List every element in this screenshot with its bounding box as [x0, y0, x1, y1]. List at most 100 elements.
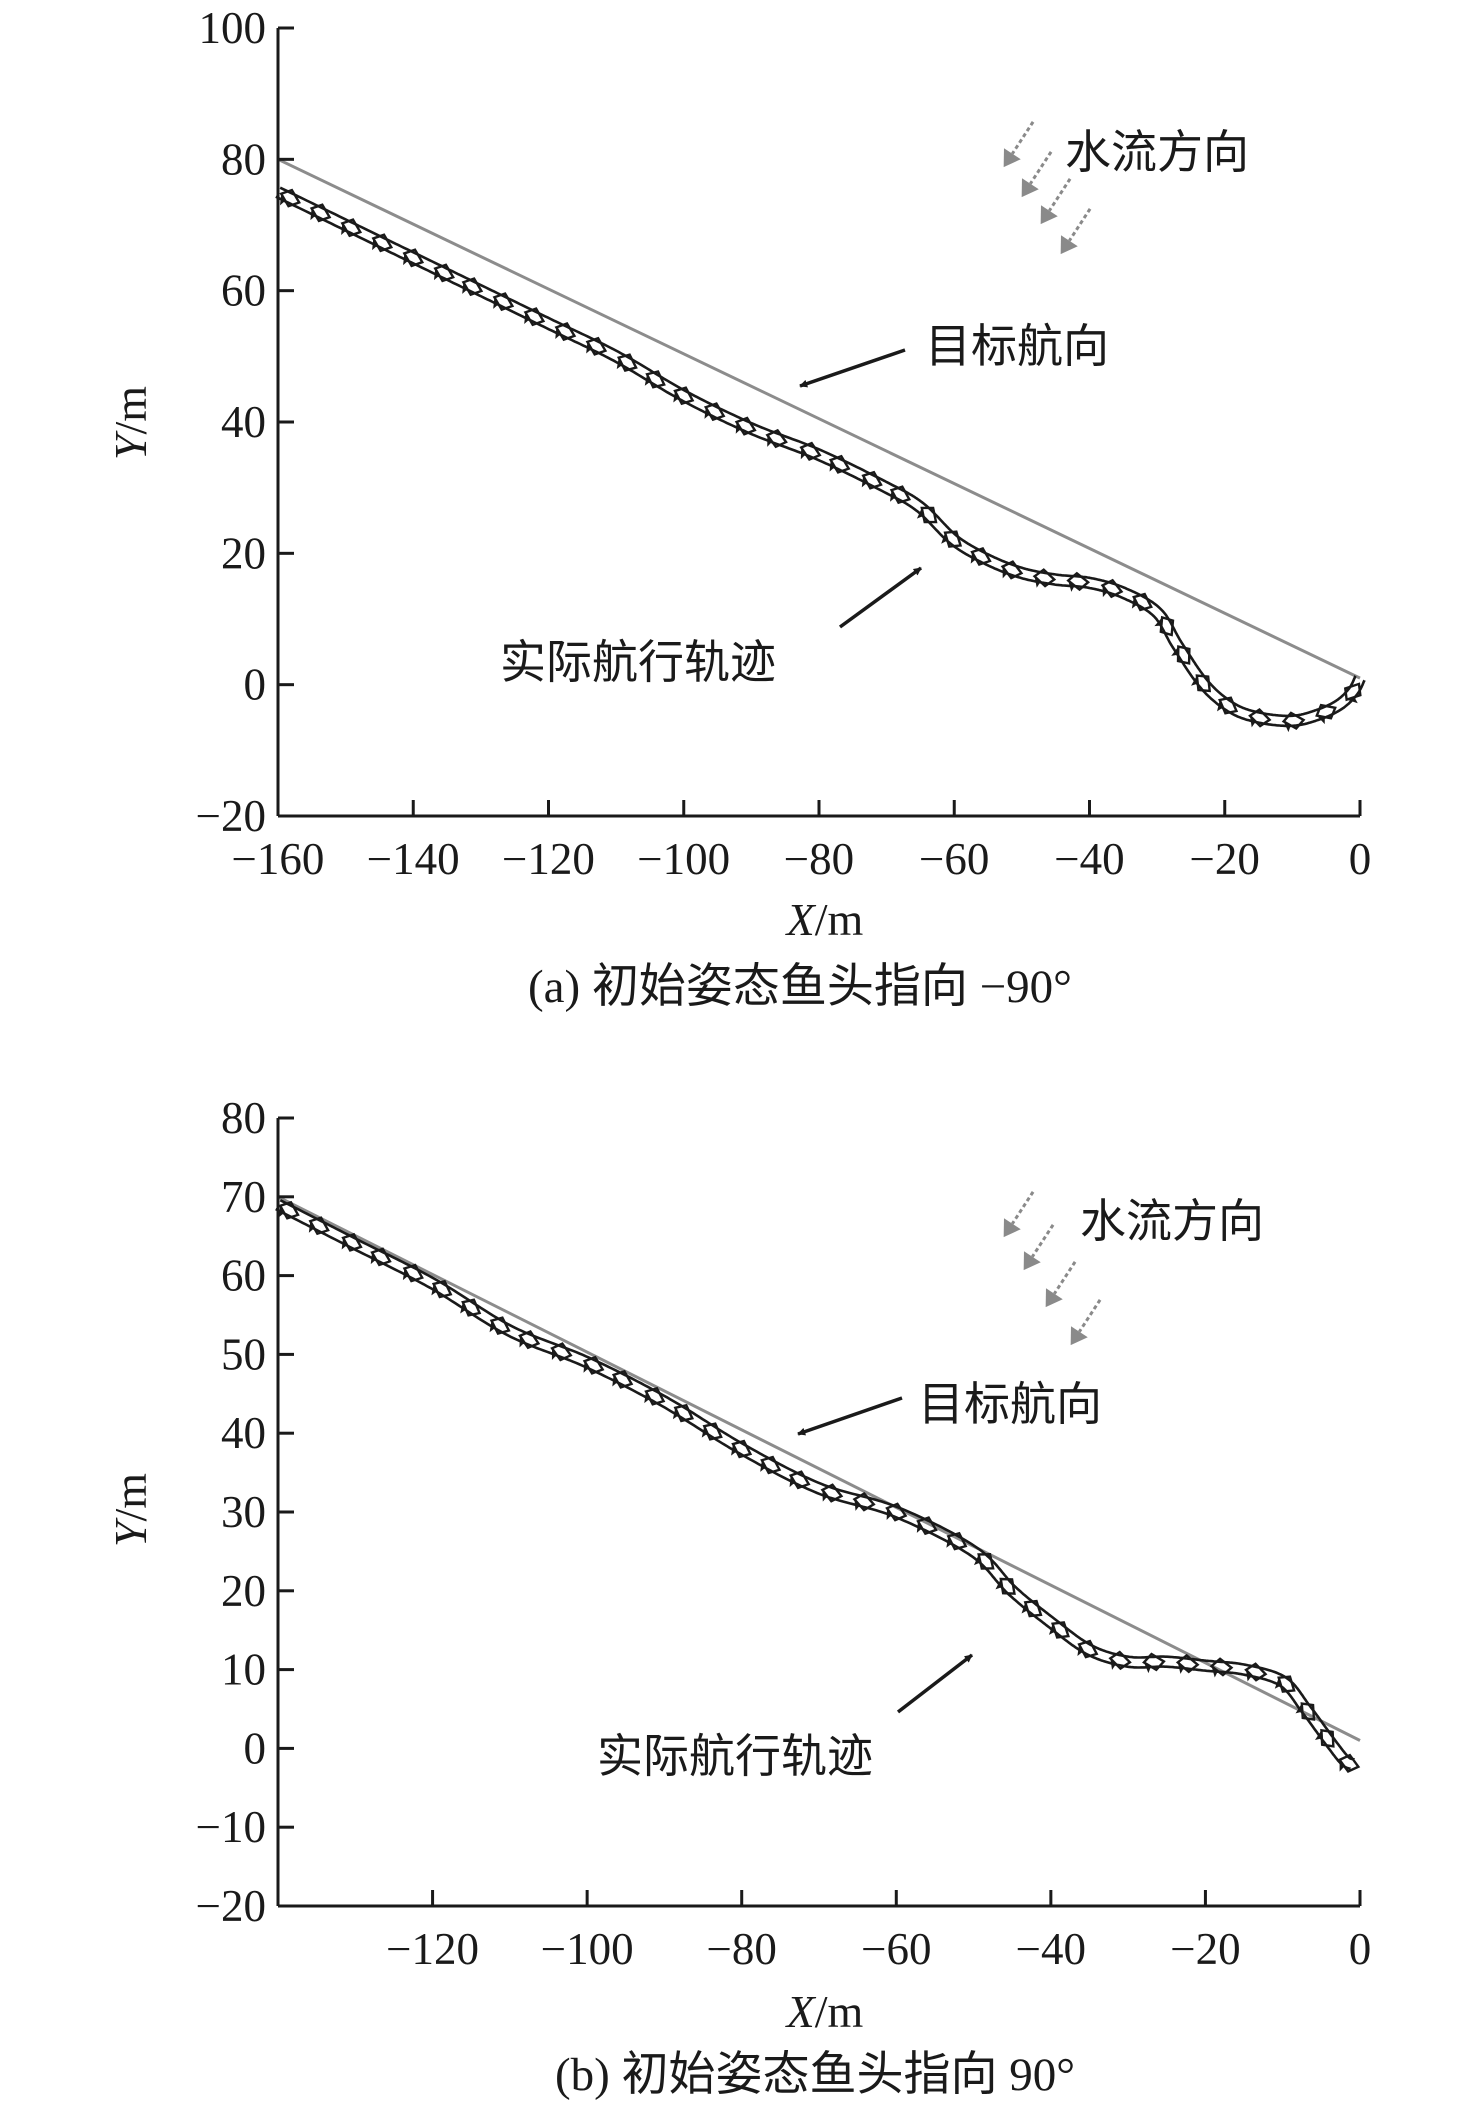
x-axis-label-b: X/m — [785, 1986, 864, 2037]
target-course-line-a — [277, 157, 1361, 680]
y-ticks-a: −20 0 20 40 60 80 100 — [196, 3, 294, 841]
caption-a: (a) 初始姿态鱼头指向 −90° — [528, 961, 1072, 1013]
x-ticks-b: −120 −100 −80 −60 −40 −20 0 — [386, 1890, 1371, 1974]
fish-marker — [550, 1342, 573, 1362]
flow-arrow — [1060, 208, 1092, 255]
y-tick-label: 100 — [199, 3, 267, 53]
fish-marker — [616, 353, 638, 372]
flow-arrow — [1003, 1191, 1035, 1238]
fish-marker — [461, 277, 484, 297]
fish-marker — [340, 218, 363, 238]
fish-marker — [760, 1455, 782, 1475]
fish-marker — [492, 292, 515, 312]
fish-marker — [672, 1403, 695, 1423]
fish-marker — [554, 322, 577, 342]
flow-arrow — [1070, 1299, 1102, 1346]
target-course-line-b — [277, 1195, 1361, 1742]
fish-marker — [1077, 1639, 1099, 1659]
y-tick-label: 20 — [221, 528, 266, 578]
fish-marker — [585, 336, 608, 356]
flow-direction-label-a: 水流方向 — [1065, 125, 1249, 179]
x-tick-label: 0 — [1349, 834, 1372, 884]
target-course-pointer-a — [799, 348, 906, 388]
fish-marker — [489, 1316, 511, 1335]
fish-marker — [431, 1279, 453, 1299]
fish-marker — [1217, 696, 1239, 715]
fish-marker — [1142, 1652, 1166, 1674]
x-tick-label: −120 — [502, 834, 595, 884]
y-tick-label: 0 — [244, 660, 267, 710]
fish-marker — [341, 1232, 363, 1252]
fish-marker — [734, 416, 757, 436]
flow-direction-label-b: 水流方向 — [1080, 1194, 1264, 1248]
fish-marker — [1343, 682, 1362, 704]
y-tick-label: 60 — [221, 1251, 266, 1301]
y-tick-label: 30 — [221, 1487, 266, 1537]
fish-marker — [820, 1483, 844, 1503]
fish-marker — [1175, 1653, 1200, 1674]
fish-marker — [433, 263, 455, 283]
fish-marker — [1191, 674, 1212, 693]
fish-marker — [765, 428, 788, 449]
y-tick-label: 80 — [221, 1093, 266, 1143]
flow-arrow — [1045, 1261, 1077, 1308]
fish-marker — [861, 470, 883, 490]
fish-marker — [1032, 568, 1057, 588]
y-tick-label: 60 — [221, 266, 266, 316]
actual-trajectory-pointer-b — [896, 1653, 974, 1714]
x-tick-label: −140 — [367, 834, 460, 884]
fish-marker — [828, 454, 851, 474]
fish-marker — [946, 1531, 968, 1551]
fish-marker — [402, 248, 425, 268]
fish-marker — [611, 1369, 634, 1389]
fish-marker — [970, 546, 992, 567]
target-course-label-b: 目标航向 — [918, 1377, 1102, 1431]
y-axis-label-a: Y/m — [105, 386, 156, 460]
target-course-path — [277, 157, 1361, 680]
fish-marker — [799, 441, 822, 461]
fish-marker — [582, 1355, 605, 1375]
actual-trajectory-label-b: 实际航行轨迹 — [597, 1729, 873, 1783]
x-axis-label-a: X/m — [785, 894, 864, 945]
fish-marker — [1021, 1599, 1043, 1618]
fish-marker — [1131, 592, 1153, 612]
fish-marker — [1248, 708, 1272, 728]
fish-marker — [852, 1492, 876, 1512]
fish-marker — [518, 1329, 541, 1350]
flow-direction-arrows-b — [1003, 1191, 1102, 1346]
target-course-path — [277, 1195, 1361, 1742]
trajectory-edge-lower — [279, 1199, 1356, 1761]
fish-marker — [644, 1386, 666, 1406]
fish-marker — [1281, 711, 1306, 733]
fish-marker — [402, 1263, 424, 1283]
flow-arrow — [1040, 178, 1072, 225]
x-tick-label: 0 — [1349, 1924, 1372, 1974]
y-tick-label: −20 — [196, 1881, 266, 1931]
x-tick-label: −80 — [784, 834, 854, 884]
fish-marker — [1066, 571, 1091, 592]
fish-marker — [1209, 1657, 1234, 1678]
fish-marker — [1048, 1621, 1070, 1639]
y-ticks-b: −20 −10 0 10 20 30 40 50 60 70 80 — [196, 1093, 294, 1931]
chart-panel-b: −120 −100 −80 −60 −40 −20 0 −20−10010203040506… — [105, 1093, 1371, 2101]
y-tick-label: 10 — [221, 1645, 266, 1695]
fish-marker — [1171, 645, 1191, 665]
fish-marker — [1108, 1650, 1132, 1671]
fish-marker — [788, 1470, 811, 1490]
x-tick-label: −60 — [861, 1924, 931, 1974]
actual-trajectory-a — [275, 186, 1366, 733]
x-tick-label: −40 — [1054, 834, 1124, 884]
y-tick-label: 20 — [221, 1566, 266, 1616]
caption-b: (b) 初始姿态鱼头指向 90° — [555, 2049, 1075, 2101]
flow-arrow — [1023, 1224, 1055, 1271]
fish-marker — [1295, 1702, 1316, 1721]
trajectory-edge-lower — [279, 186, 1357, 718]
fish-marker — [1100, 578, 1124, 599]
fish-marker — [1244, 1662, 1268, 1682]
fish-marker — [644, 370, 666, 389]
x-ticks-a: −160 −140 −120 −100 −80 −60 −40 −20 0 — [232, 800, 1372, 884]
fish-marker — [370, 1247, 392, 1267]
fish-marker — [731, 1439, 753, 1459]
fish-marker — [308, 1216, 330, 1236]
